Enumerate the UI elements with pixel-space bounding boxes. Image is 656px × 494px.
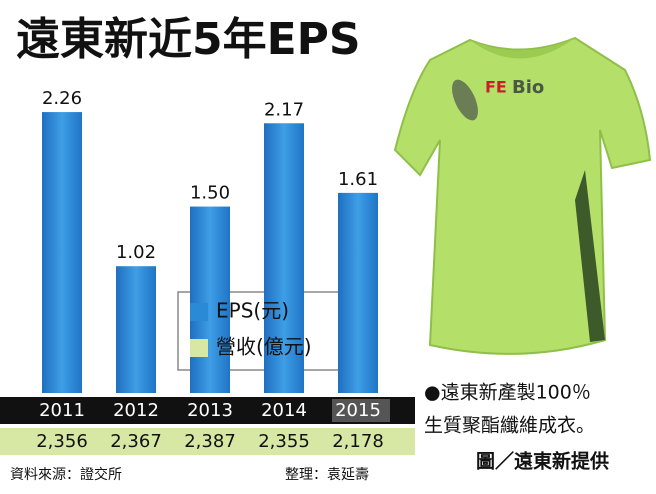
- t-shirt: FE Bio: [393, 36, 652, 355]
- chart-title: 遠東新近5年EPS: [16, 14, 361, 65]
- value-label: 1.50: [190, 183, 230, 204]
- bar: [338, 192, 378, 393]
- legend-swatch: [190, 339, 208, 357]
- x-tick-label: 2013: [187, 400, 233, 421]
- legend-swatch: [190, 303, 208, 321]
- note: 生質聚酯纖維成衣。: [424, 415, 595, 437]
- note: ●遠東新產製100％: [424, 382, 591, 404]
- x-tick-label: 2012: [113, 400, 159, 421]
- credit: 圖／遠東新提供: [476, 450, 609, 473]
- editor: 整理：袁延壽: [285, 467, 369, 483]
- revenue-label: 2,356: [36, 431, 88, 452]
- x-tick-label: 2015: [335, 400, 381, 421]
- legend-label: EPS(元): [216, 299, 289, 323]
- revenue-label: 2,387: [184, 431, 236, 452]
- x-tick-label: 2011: [39, 400, 85, 421]
- bar: [116, 266, 156, 393]
- bar: [264, 123, 304, 394]
- x-tick-label: 2014: [261, 400, 307, 421]
- year-highlight: [332, 399, 390, 422]
- bar: [42, 112, 82, 393]
- source: 資料來源：證交所: [10, 466, 122, 483]
- value-label: 1.02: [116, 242, 156, 263]
- shirt-label: Bio: [512, 77, 544, 98]
- legend-label: 營收(億元): [216, 335, 312, 359]
- shirt-logo: FE: [485, 78, 507, 97]
- value-label: 1.61: [338, 169, 378, 190]
- revenue-label: 2,367: [110, 431, 162, 452]
- revenue-label: 2,355: [258, 431, 310, 452]
- revenue-label: 2,178: [332, 431, 384, 452]
- bar: [190, 206, 230, 393]
- revenue-band: [0, 428, 415, 455]
- value-label: 2.26: [42, 88, 82, 109]
- value-label: 2.17: [264, 99, 304, 120]
